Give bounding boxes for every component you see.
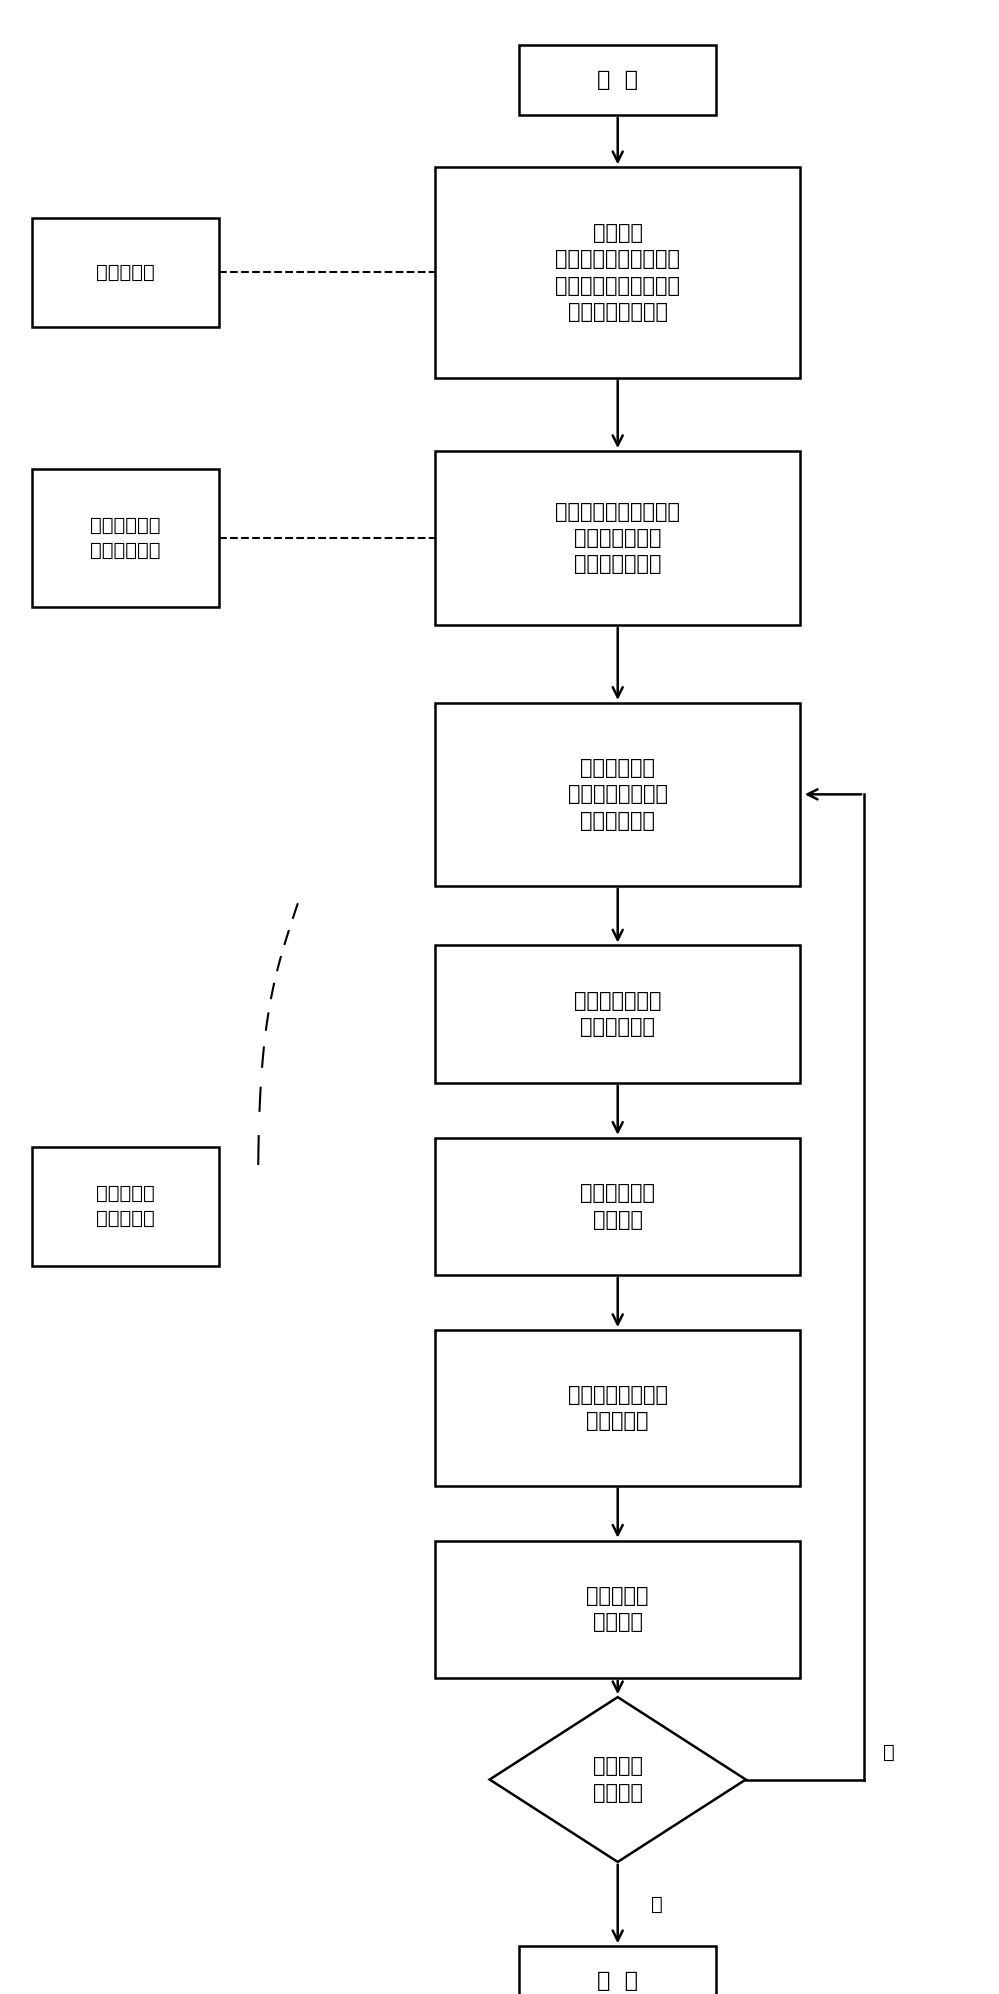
Bar — [436, 1139, 800, 1274]
Bar — [436, 702, 800, 885]
Text: 更新速度和位置
并作边界检查: 更新速度和位置 并作边界检查 — [574, 991, 661, 1037]
Text: 初始化：
空气质点数目，最大迭
代次数，相关参数，边
界条件和气压函数: 初始化： 空气质点数目，最大迭 代次数，相关参数，边 界条件和气压函数 — [555, 223, 680, 323]
Bar — [32, 469, 219, 606]
Text: 开  始: 开 始 — [597, 70, 638, 90]
Text: 否: 否 — [883, 1743, 894, 1761]
Text: 果蝇算法随机
位置扰动: 果蝇算法随机 位置扰动 — [580, 1182, 655, 1230]
Text: 达到最大
迭代次数: 达到最大 迭代次数 — [592, 1757, 642, 1803]
Bar — [436, 451, 800, 624]
Text: 评估函数循
环检测阶段: 评估函数循 环检测阶段 — [96, 1184, 155, 1228]
Polygon shape — [490, 1697, 746, 1862]
Bar — [519, 1946, 716, 1994]
Text: 速度、位置的
随机分配阶段: 速度、位置的 随机分配阶段 — [90, 516, 161, 560]
Bar — [32, 217, 219, 327]
Text: 初始化阶段: 初始化阶段 — [96, 263, 155, 281]
Text: 确定果蝇的
最优位置: 确定果蝇的 最优位置 — [586, 1585, 649, 1633]
Text: 评估空气质点
的气压函数（即视
点评价函数）: 评估空气质点 的气压函数（即视 点评价函数） — [567, 758, 667, 831]
Bar — [436, 167, 800, 377]
Text: 计算味道浓度，并
选取最优值: 计算味道浓度，并 选取最优值 — [567, 1384, 667, 1432]
Bar — [32, 1147, 219, 1266]
Bar — [436, 1541, 800, 1677]
Text: 根据空气质点的数目，
随机分配空气质
点的速度和位置: 根据空气质点的数目， 随机分配空气质 点的速度和位置 — [555, 502, 680, 574]
Bar — [519, 46, 716, 116]
Bar — [436, 1330, 800, 1486]
Text: 结  束: 结 束 — [597, 1970, 638, 1990]
Text: 是: 是 — [651, 1894, 663, 1914]
Bar — [436, 945, 800, 1083]
